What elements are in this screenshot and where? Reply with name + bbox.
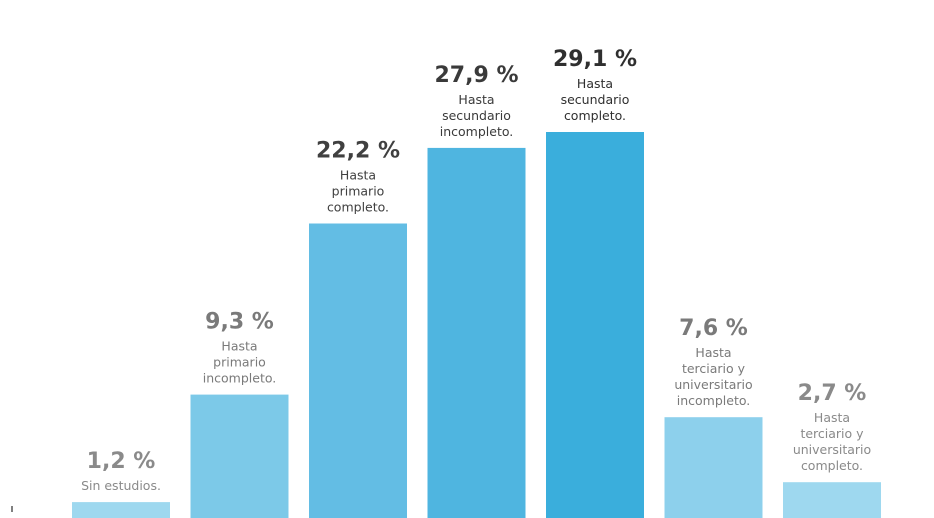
bar-4-category-label-line-3: incompleto. [440, 124, 514, 139]
bar-1-value-label: 1,2 % [87, 449, 156, 474]
bar-7-category-label-line-1: Hasta [814, 410, 850, 425]
bar-7-value-label: 2,7 % [798, 381, 867, 406]
bar-6-category-label-line-3: universitario [674, 377, 752, 392]
bar-3-category-label-line-2: primario [332, 184, 385, 199]
bar-6-category-label-line-1: Hasta [695, 345, 731, 360]
bar-2-category-label-line-3: incompleto. [203, 371, 277, 386]
bar-6-category-label-line-4: incompleto. [677, 393, 751, 408]
bar-1-category-label-line-1: Sin estudios. [81, 478, 161, 493]
bar-7-category-label-line-4: completo. [801, 458, 863, 473]
bar-1 [72, 502, 170, 518]
bar-6 [664, 417, 763, 518]
bar-5-category-label-line-2: secundario [561, 92, 630, 107]
bar-7-category-label-line-2: terciario y [800, 426, 864, 441]
bar-3-value-label: 22,2 % [316, 139, 400, 164]
bar-2 [190, 394, 289, 518]
bar-3 [309, 223, 407, 518]
bar-7 [783, 482, 881, 518]
bar-4-category-label-line-1: Hasta [458, 92, 494, 107]
labels-group: Sin estudios.1,2 %Hastaprimarioincomplet… [81, 47, 871, 493]
bar-3-category-label-line-1: Hasta [340, 168, 376, 183]
bar-2-category-label-line-1: Hasta [221, 339, 257, 354]
bar-2-category-label-line-2: primario [213, 355, 266, 370]
bar-5-category-label-line-1: Hasta [577, 76, 613, 91]
bar-4 [427, 147, 526, 518]
bar-5-category-label-line-3: completo. [564, 108, 626, 123]
bar-5-value-label: 29,1 % [553, 47, 637, 72]
bar-7-category-label-line-3: universitario [793, 442, 871, 457]
bar-6-category-label-line-2: terciario y [682, 361, 746, 376]
bar-4-category-label-line-2: secundario [442, 108, 511, 123]
bars-group [72, 132, 881, 518]
bar-2-value-label: 9,3 % [205, 310, 274, 335]
bar-4-value-label: 27,9 % [435, 63, 519, 88]
bar-6-value-label: 7,6 % [679, 316, 748, 341]
bar-3-category-label-line-3: completo. [327, 200, 389, 215]
bar-5 [546, 132, 644, 518]
